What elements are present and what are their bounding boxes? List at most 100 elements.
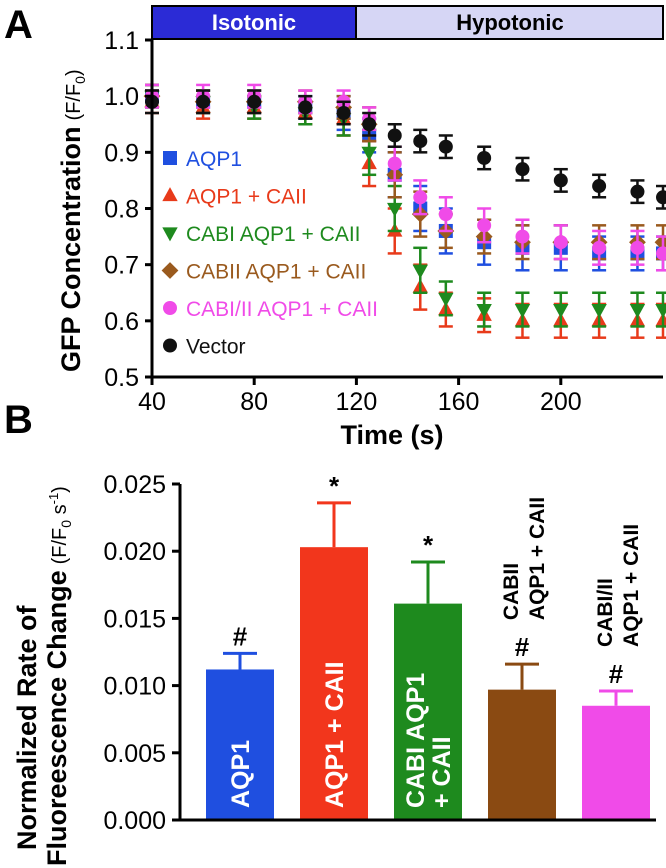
panel-b-y-axis-label-line1: Normalized Rate of <box>12 604 42 850</box>
legend-marker <box>163 338 177 353</box>
data-point <box>476 304 492 318</box>
isotonic-label: Isotonic <box>212 10 296 35</box>
data-point <box>413 190 428 205</box>
bar-group: * CABI AQP1+ CAII <box>394 530 462 820</box>
data-point <box>655 304 666 318</box>
data-point <box>438 139 453 154</box>
isotonic-band <box>151 5 357 40</box>
panel-a-x-tick-label: 80 <box>240 388 268 416</box>
data-point <box>298 100 313 115</box>
bar-label: AQP1 <box>227 740 255 808</box>
panel-a-y-tick-label: 0.5 <box>104 364 139 392</box>
legend-marker <box>161 262 179 279</box>
bar <box>300 547 368 820</box>
data-point <box>362 117 377 132</box>
data-point <box>630 184 645 199</box>
bar-label: AQP1 + CAII <box>526 497 549 620</box>
data-point <box>438 207 453 222</box>
panel-b-y-axis-label-line2: Fluoreescence Change(F/F0 s-1) <box>42 486 74 866</box>
bar-group: # CABII AQP1 + CAII <box>488 497 556 820</box>
data-point <box>591 304 607 318</box>
data-point <box>515 162 530 177</box>
bar-group: * AQP1 + CAII <box>300 471 368 820</box>
data-point <box>387 128 402 143</box>
data-point <box>247 94 262 109</box>
legend-label: Vector <box>186 336 246 359</box>
series-vector <box>145 89 666 210</box>
panel-a-y-tick-label: 0.7 <box>104 252 139 280</box>
hypotonic-band <box>355 5 664 40</box>
panel-a-y-tick-label: 0.6 <box>104 308 139 336</box>
significance-mark: * <box>423 530 434 560</box>
data-point <box>656 190 666 205</box>
legend-label: CABI AQP1 + CAII <box>186 223 361 246</box>
bar-label: AQP1 + CAII <box>321 661 349 808</box>
legend-marker <box>163 151 177 165</box>
data-point <box>477 218 492 233</box>
panel-a-y-tick-label: 1.0 <box>104 83 139 111</box>
hypotonic-label: Hypotonic <box>456 10 564 35</box>
data-point <box>514 304 531 318</box>
legend-marker <box>163 301 177 315</box>
bar <box>206 669 274 820</box>
data-point <box>413 134 428 149</box>
bar <box>488 689 556 820</box>
data-point <box>387 156 402 171</box>
panel-a-letter: A <box>4 3 33 47</box>
bar-label: CABI AQP1 <box>402 673 430 808</box>
bar-label: + CAII <box>428 736 456 808</box>
bar-label: CABII <box>500 563 523 620</box>
panel-b-letter: B <box>4 398 33 442</box>
data-point <box>629 304 646 318</box>
panel-a-y-axis-label: GFP Concentration(F/F0) <box>56 69 88 372</box>
panel-a-x-axis-label: Time (s) <box>340 420 443 450</box>
bar-group: # AQP1 <box>206 621 274 820</box>
panel-b-y-tick-label: 0.005 <box>103 740 166 768</box>
data-point <box>553 235 568 250</box>
condition-header: Isotonic Hypotonic <box>151 5 664 40</box>
data-point <box>412 264 428 279</box>
panel-a-chart: AQP1 AQP1 + CAII CABI AQP1 + CAII CABII AQP… <box>56 27 666 450</box>
legend-label: AQP1 + CAII <box>186 186 307 209</box>
data-point <box>592 240 607 255</box>
panel-a-y-tick-label: 0.8 <box>104 196 139 224</box>
bar <box>394 603 462 820</box>
bar-label: AQP1 + CAII <box>620 524 643 647</box>
data-point <box>361 146 377 161</box>
panel-a-x-tick-label: 120 <box>336 388 378 416</box>
data-point <box>477 150 492 165</box>
data-point <box>630 240 645 255</box>
data-point <box>438 292 454 307</box>
data-point <box>553 173 568 188</box>
panel-a-x-tick-label: 160 <box>438 388 480 416</box>
data-point <box>387 202 403 217</box>
bar <box>582 705 650 820</box>
panel-a-y-tick-label: 0.9 <box>104 139 139 167</box>
legend-label: CABI/II AQP1 + CAII <box>186 298 378 321</box>
legend-label: CABII AQP1 + CAII <box>186 261 366 284</box>
legend-marker <box>162 227 178 242</box>
data-point <box>515 229 530 244</box>
series-cabi-ii-aqp1-caii <box>145 83 666 272</box>
panel-b-y-tick-label: 0.000 <box>103 807 166 835</box>
panel-b-y-tick-label: 0.025 <box>103 471 166 499</box>
significance-mark: # <box>515 632 530 662</box>
legend-label: AQP1 <box>186 148 242 171</box>
bar-group: # CABI/II AQP1 + CAII <box>582 524 650 820</box>
panel-b-y-tick-label: 0.020 <box>103 538 166 566</box>
data-point <box>592 179 607 194</box>
panel-a-x-tick-label: 200 <box>540 388 582 416</box>
data-point <box>656 246 666 261</box>
bar-label: CABI/II <box>594 578 617 647</box>
panel-b-chart: #AQP1*AQP1 + CAII*CABI AQP1+ CAII#CABII A… <box>12 471 656 866</box>
significance-mark: # <box>233 621 248 651</box>
panel-b-y-tick-label: 0.015 <box>103 605 166 633</box>
panel-a-y-tick-label: 1.1 <box>104 27 139 55</box>
data-point <box>553 304 569 318</box>
panel-a-x-tick-label: 40 <box>138 388 166 416</box>
data-point <box>196 94 211 109</box>
legend-marker <box>162 187 178 202</box>
panel-b-y-tick-label: 0.010 <box>103 673 166 701</box>
significance-mark: * <box>329 471 340 501</box>
